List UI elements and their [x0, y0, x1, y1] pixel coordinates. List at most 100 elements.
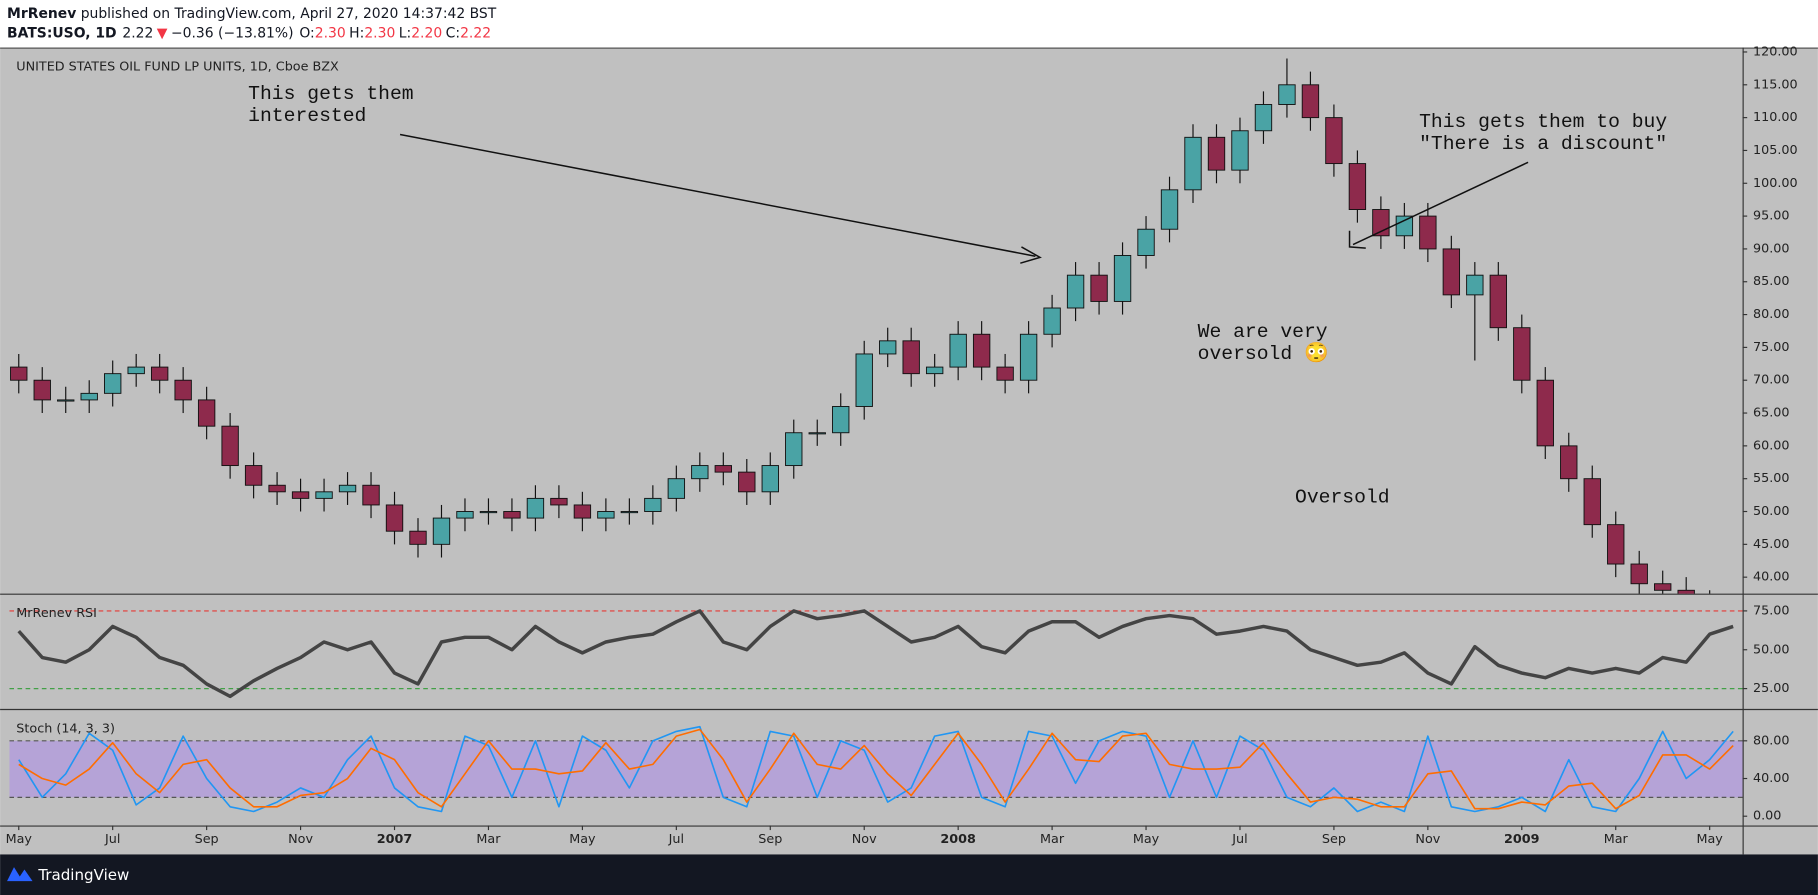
candle-body	[1066, 274, 1085, 309]
candle-body	[902, 340, 920, 375]
footer-bar	[0, 854, 1818, 895]
x-tick-label: Nov	[852, 832, 877, 847]
candle-body	[620, 511, 639, 514]
annotation: interested	[248, 105, 366, 127]
candle-body	[667, 478, 686, 499]
y-tick-label: 115.00	[1753, 77, 1798, 92]
x-tick-label: May	[1696, 832, 1723, 847]
y-tick-label: 120.00	[1753, 44, 1798, 59]
candle-body	[1489, 274, 1507, 329]
candle-body	[1325, 117, 1343, 165]
annotation-arrow	[399, 133, 1036, 257]
candle-body	[1442, 248, 1461, 296]
candle-body	[197, 399, 216, 427]
logo-mark	[7, 867, 33, 882]
candle-body	[244, 465, 263, 486]
plot-layer: 40.00 45.00 50.00 55.00 60.00 65.00 70.00 75.00…	[6, 44, 1798, 846]
change: −0.36 (−13.81%)	[171, 26, 294, 42]
candle-body	[714, 465, 732, 473]
annotation: "There is a discount"	[1419, 133, 1667, 155]
candle-body	[1513, 327, 1531, 381]
candle-body	[291, 491, 310, 499]
candle-body	[526, 497, 545, 519]
candle-body	[879, 340, 897, 355]
candle-body	[808, 432, 826, 435]
candle-body	[1630, 563, 1648, 585]
candle-body	[691, 465, 709, 480]
annotation: This gets them to buy	[1419, 111, 1667, 133]
candle-body	[33, 379, 51, 401]
annotation: This gets them	[248, 83, 413, 105]
arrow-head	[1348, 230, 1366, 249]
x-tick-label: Sep	[195, 832, 219, 847]
arrow-head	[1020, 246, 1042, 264]
candle-body	[409, 530, 427, 545]
y-tick-label: 0.00	[1753, 809, 1781, 824]
candle-body	[1560, 445, 1578, 480]
candle-body	[57, 399, 75, 402]
x-tick-label: Jul	[104, 832, 120, 847]
y-tick-label: 90.00	[1753, 241, 1790, 256]
candle-body	[362, 484, 380, 506]
symbol-line: BATS:USO, 1D 2.22 ▼ −0.36 (−13.81%) O:2.30 H:…	[7, 26, 491, 42]
pane-plot	[9, 725, 1743, 813]
pane-title: MrRenev RSI	[16, 606, 97, 621]
low-value: 2.20	[411, 26, 442, 42]
candle-body	[338, 484, 357, 493]
x-tick-label: 2008	[940, 832, 976, 847]
y-tick-label: 105.00	[1753, 143, 1798, 158]
candle-body	[1019, 333, 1038, 381]
x-tick-label: May	[1133, 832, 1160, 847]
pane-plot	[10, 58, 1711, 594]
pane-plot	[9, 609, 1743, 699]
y-tick-label: 55.00	[1753, 471, 1790, 486]
high-value: 2.30	[364, 26, 395, 42]
candle-body	[1231, 130, 1249, 171]
candle-body	[221, 425, 239, 467]
candle-body	[315, 491, 333, 499]
candle-body	[1536, 379, 1554, 447]
publish-line: MrRenev published on TradingView.com, Ap…	[7, 6, 497, 22]
candle-body	[972, 333, 991, 368]
candle-body	[597, 511, 615, 519]
y-tick-label: 100.00	[1753, 176, 1798, 191]
series-line	[18, 725, 1734, 813]
x-tick-label: Nov	[1415, 832, 1440, 847]
candle-body	[456, 511, 474, 519]
annotation: Oversold	[1295, 487, 1390, 509]
x-tick-label: May	[569, 832, 596, 847]
candle-body	[949, 333, 967, 368]
candle-body	[1583, 478, 1601, 526]
x-tick-label: Jul	[668, 832, 684, 847]
change-arrow: ▼	[157, 26, 168, 42]
y-tick-label: 80.00	[1753, 733, 1790, 748]
candle-body	[1137, 228, 1155, 256]
candle-body	[550, 497, 568, 506]
y-tick-label: 40.00	[1753, 771, 1790, 786]
candle-body	[80, 392, 98, 401]
pane-title: UNITED STATES OIL FUND LP UNITS, 1D, Cbo…	[16, 60, 339, 75]
candle-body	[925, 366, 944, 375]
candle-body	[1207, 136, 1226, 171]
y-tick-label: 40.00	[1753, 570, 1790, 585]
x-tick-label: Sep	[758, 832, 782, 847]
candle-body	[1043, 307, 1061, 335]
candle-body	[1254, 104, 1273, 132]
candle-body	[1607, 524, 1625, 565]
x-tick-label: 2009	[1504, 832, 1540, 847]
brand: TradingView	[37, 866, 129, 884]
candle-body	[1160, 189, 1179, 230]
candle-body	[104, 373, 122, 394]
low-label: L:	[399, 26, 411, 42]
y-tick-label: 80.00	[1753, 307, 1790, 322]
candle-body	[1113, 255, 1132, 302]
candle-body	[1466, 274, 1484, 296]
publisher: MrRenev	[7, 6, 76, 22]
x-tick-label: Nov	[288, 832, 313, 847]
x-tick-label: Mar	[476, 832, 501, 847]
y-tick-label: 50.00	[1753, 642, 1790, 657]
candle-body	[996, 366, 1014, 381]
y-tick-label: 110.00	[1753, 110, 1798, 125]
y-tick-label: 75.00	[1753, 340, 1790, 355]
